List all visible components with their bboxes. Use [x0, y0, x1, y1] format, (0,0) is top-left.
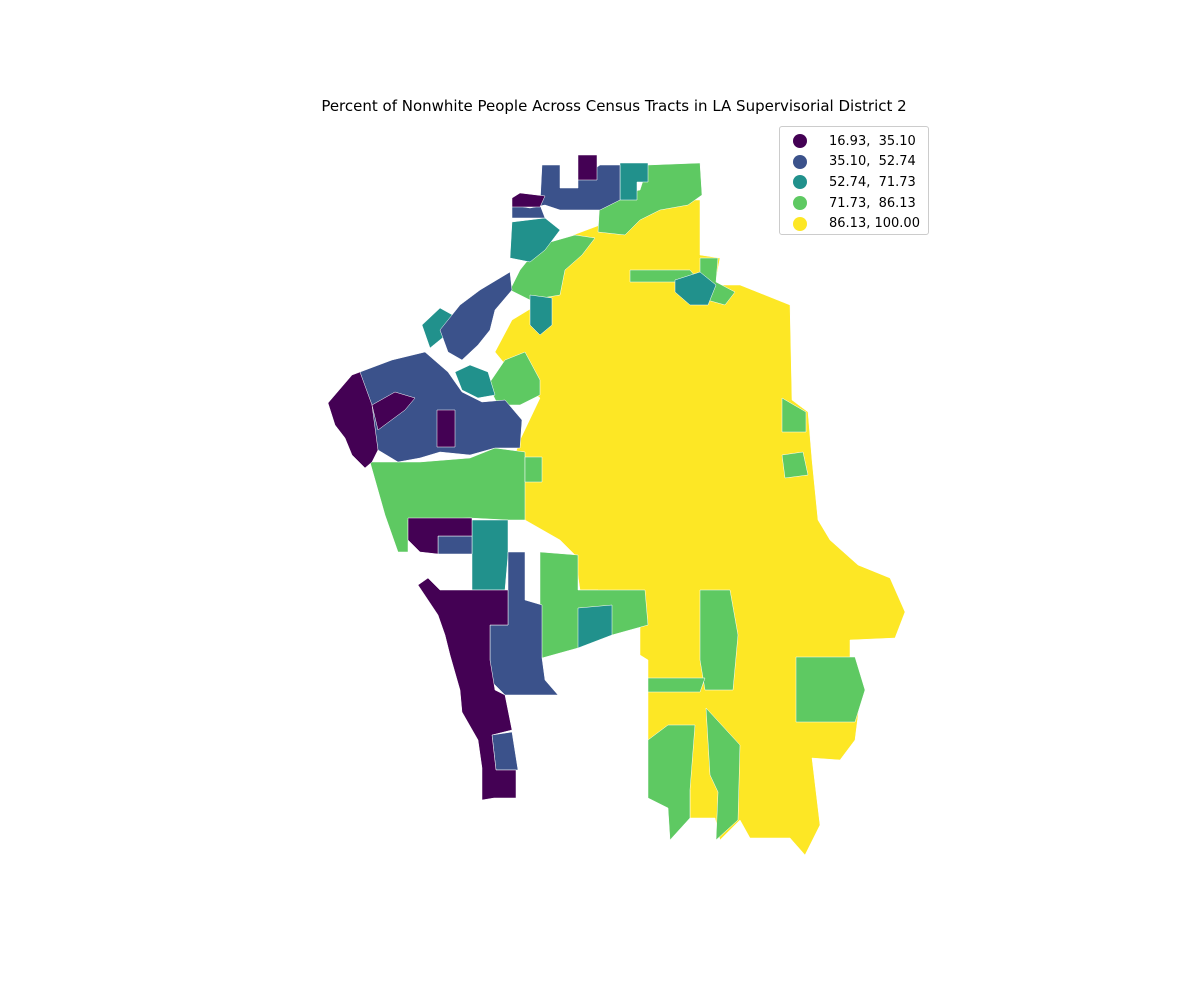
tract-region-green-south: [647, 724, 696, 841]
legend-swatch-5: [793, 216, 807, 231]
tract-region-purple-south-1: [407, 517, 473, 555]
tract-region-purple-mid: [436, 409, 456, 448]
tract-region-teal-east-north: [674, 271, 717, 306]
legend-swatch-1: [793, 134, 807, 149]
tract-region-blue-coast: [491, 731, 519, 771]
tract-region-blue-mid-west: [439, 271, 513, 361]
tract-region-blue-west: [359, 351, 523, 463]
legend-item: 71.73, 86.13: [780, 193, 928, 214]
tract-region-blue-south-2: [437, 535, 473, 555]
legend-item: 35.10, 52.74: [780, 152, 928, 173]
tract-region-purple-coast-north: [327, 371, 379, 469]
tract-region-green-right-edge: [781, 397, 807, 433]
legend-swatch-2: [793, 154, 807, 169]
tract-region-teal-south: [471, 519, 509, 591]
tract-region-purple-north: [577, 154, 598, 181]
tract-region-green-canyon: [699, 589, 739, 691]
tract-region-purple-north-2: [511, 192, 546, 208]
legend-item: 52.74, 71.73: [780, 172, 928, 193]
tract-region-green-small-2: [647, 677, 706, 693]
map-title: Percent of Nonwhite People Across Census…: [321, 97, 907, 115]
legend-swatch-3: [793, 175, 807, 190]
tract-region-green-right-edge-2: [781, 451, 809, 479]
tract-region-teal-mid: [454, 364, 496, 399]
legend-label: 86.13, 100.00: [829, 216, 920, 232]
tract-region-purple-coast-south: [417, 577, 517, 801]
tract-region-purple-coast-north-2: [371, 391, 416, 431]
legend-item: 16.93, 35.10: [780, 131, 928, 152]
tract-region-green-east-block: [795, 656, 866, 723]
tract-region-green-small-1: [524, 456, 543, 483]
legend-label: 71.73, 86.13: [829, 195, 916, 211]
legend: 16.93, 35.10 35.10, 52.74 52.74, 71.73 7…: [779, 126, 929, 235]
tract-region-teal-center: [529, 294, 553, 336]
legend-item: 86.13, 100.00: [780, 213, 928, 234]
tract-region-teal-south-2: [577, 604, 613, 649]
legend-swatch-4: [793, 196, 807, 211]
legend-label: 35.10, 52.74: [829, 154, 916, 170]
tract-region-green-south-2: [705, 707, 741, 841]
legend-label: 16.93, 35.10: [829, 133, 916, 149]
legend-label: 52.74, 71.73: [829, 174, 916, 190]
